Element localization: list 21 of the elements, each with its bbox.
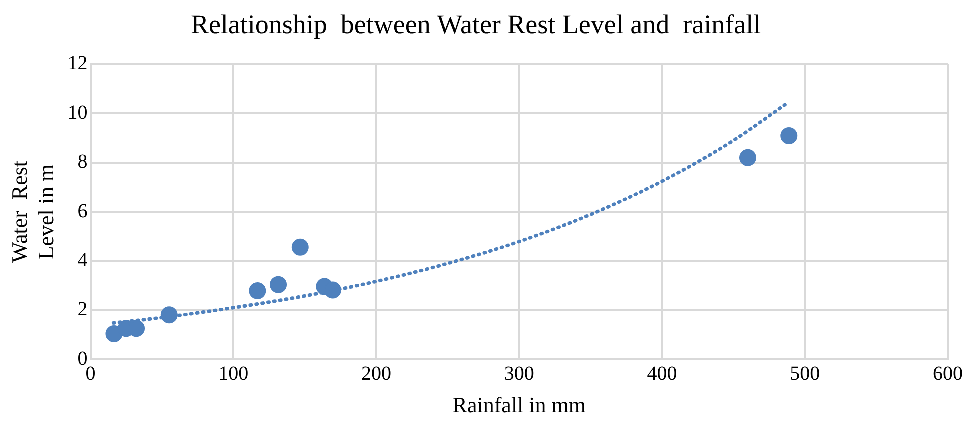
chart-title: Relationship between Water Rest Level and rainfall (190, 9, 762, 40)
point (270, 276, 288, 294)
y-tick-label: 0 (78, 348, 88, 370)
point (292, 238, 309, 256)
x-tick-label: 500 (790, 362, 820, 385)
x-tick-label: 300 (504, 362, 534, 385)
x-tick-label: 600 (933, 362, 963, 385)
x-tick-label: 400 (647, 362, 678, 385)
point (780, 127, 798, 144)
point (249, 282, 266, 300)
y-tick-label: 8 (78, 151, 88, 174)
y-tick-label: 10 (68, 102, 88, 124)
x-tick-label: 100 (218, 362, 249, 385)
y-tick-label: 6 (78, 200, 88, 222)
point (739, 149, 756, 166)
y-tick-label: 4 (78, 249, 88, 272)
y-axis-title: Water Rest Level in m (6, 160, 58, 264)
x-axis-title: Rainfall in mm (452, 392, 586, 418)
y-tick-label: 2 (78, 298, 88, 321)
x-tick-label: 200 (362, 362, 392, 385)
y-tick-label: 12 (68, 52, 88, 75)
